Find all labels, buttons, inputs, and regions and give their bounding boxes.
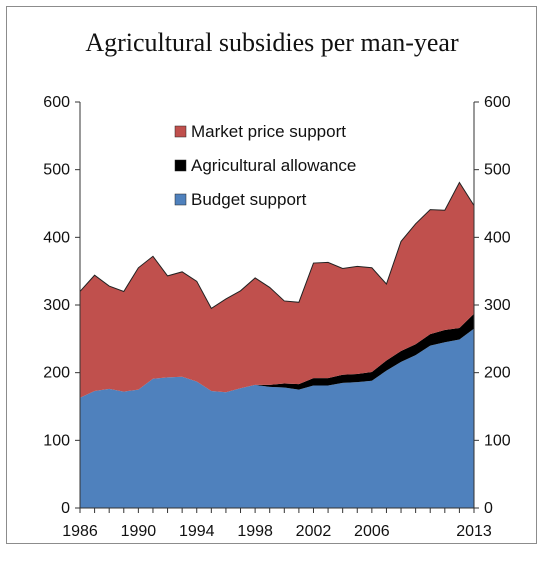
y-tick-label-right: 400 — [484, 229, 511, 246]
area-market-price-support — [80, 182, 474, 398]
y-tick-label-left: 500 — [43, 162, 70, 179]
y-tick-label-right: 100 — [484, 432, 511, 449]
axes-group: 0 0 100 100 200 200 300 300 400 400 500 500 600 600 19… — [43, 94, 511, 540]
area-budget-support — [80, 328, 474, 508]
y-tick-label-right: 500 — [484, 162, 511, 179]
y-tick-label-right: 300 — [484, 297, 511, 314]
area-agricultural-allowance — [80, 313, 474, 398]
y-tick-label-left: 0 — [61, 500, 70, 517]
y-tick-label-left: 400 — [43, 229, 70, 246]
legend-label: Market price support — [191, 122, 346, 141]
x-tick-label: 1986 — [62, 523, 98, 540]
y-tick-label-left: 600 — [43, 94, 70, 111]
x-tick-label: 1994 — [179, 523, 215, 540]
legend-swatch — [174, 193, 187, 206]
y-tick-label-right: 0 — [484, 500, 493, 517]
legend-label: Agricultural allowance — [191, 156, 356, 175]
y-tick-label-left: 300 — [43, 297, 70, 314]
x-tick-label: 1990 — [121, 523, 157, 540]
x-tick-label: 1998 — [237, 523, 273, 540]
total-outline — [79, 181, 475, 310]
legend-label: Budget support — [191, 190, 307, 209]
x-tick-label: 2002 — [296, 523, 332, 540]
y-tick-label-right: 200 — [484, 365, 511, 382]
legend-swatch — [174, 125, 187, 138]
y-tick-label-left: 200 — [43, 365, 70, 382]
y-tick-label-left: 100 — [43, 432, 70, 449]
area-series-group — [79, 181, 475, 508]
x-tick-label: 2013 — [456, 523, 492, 540]
legend: Market price support Agricultural allowan… — [174, 122, 356, 209]
chart-title: Agricultural subsidies per man-year — [85, 28, 459, 57]
y-tick-label-right: 600 — [484, 94, 511, 111]
legend-swatch — [174, 159, 187, 172]
x-tick-label: 2006 — [354, 523, 390, 540]
